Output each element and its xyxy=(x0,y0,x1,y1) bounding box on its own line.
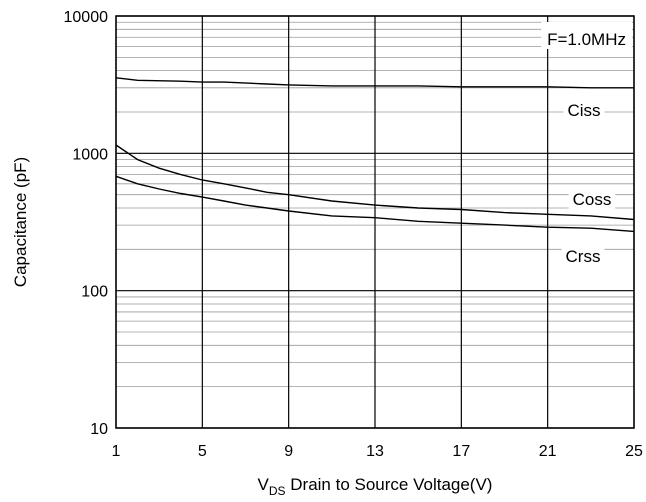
plot-frame xyxy=(115,15,635,429)
series-label-coss: Coss xyxy=(568,188,616,211)
x-tick-label: 13 xyxy=(366,443,384,460)
series-label-crss: Crss xyxy=(561,245,605,268)
series-line-coss xyxy=(115,144,635,221)
series-lines xyxy=(115,77,635,233)
y-tick-label: 10000 xyxy=(64,9,109,26)
y-tick-label: 10 xyxy=(90,421,108,438)
x-axis-title-text: Drain to Source Voltage(V) xyxy=(286,475,493,494)
frequency-annotation: F=1.0MHz xyxy=(541,22,632,49)
x-tick-label: 21 xyxy=(539,443,557,460)
series-label-ciss-text: Ciss xyxy=(567,101,600,120)
x-tick-label: 1 xyxy=(112,443,121,460)
x-axis-title-subscript: DS xyxy=(269,484,286,498)
x-tick-label: 9 xyxy=(284,443,293,460)
series-label-coss-text: Coss xyxy=(573,190,612,209)
x-axis-title-prefix: V xyxy=(258,475,270,494)
x-tick-label: 5 xyxy=(198,443,207,460)
y-tick-label: 1000 xyxy=(72,146,108,163)
x-tick-labels: 1 5 9 13 17 21 25 xyxy=(112,443,643,460)
y-tick-label: 100 xyxy=(81,284,108,301)
y-tick-labels: 10 100 1000 10000 xyxy=(64,9,109,438)
frequency-annotation-text: F=1.0MHz xyxy=(547,30,626,49)
x-axis-title: VDS Drain to Source Voltage(V) xyxy=(258,475,493,498)
series-label-crss-text: Crss xyxy=(566,247,601,266)
y-axis-title: Capacitance (pF) xyxy=(11,157,30,287)
x-tick-label: 17 xyxy=(452,443,470,460)
x-tick-label: 25 xyxy=(625,443,643,460)
series-line-ciss xyxy=(115,77,634,89)
series-line-crss xyxy=(115,175,635,233)
major-grid xyxy=(115,15,635,429)
series-label-ciss: Ciss xyxy=(563,99,605,122)
